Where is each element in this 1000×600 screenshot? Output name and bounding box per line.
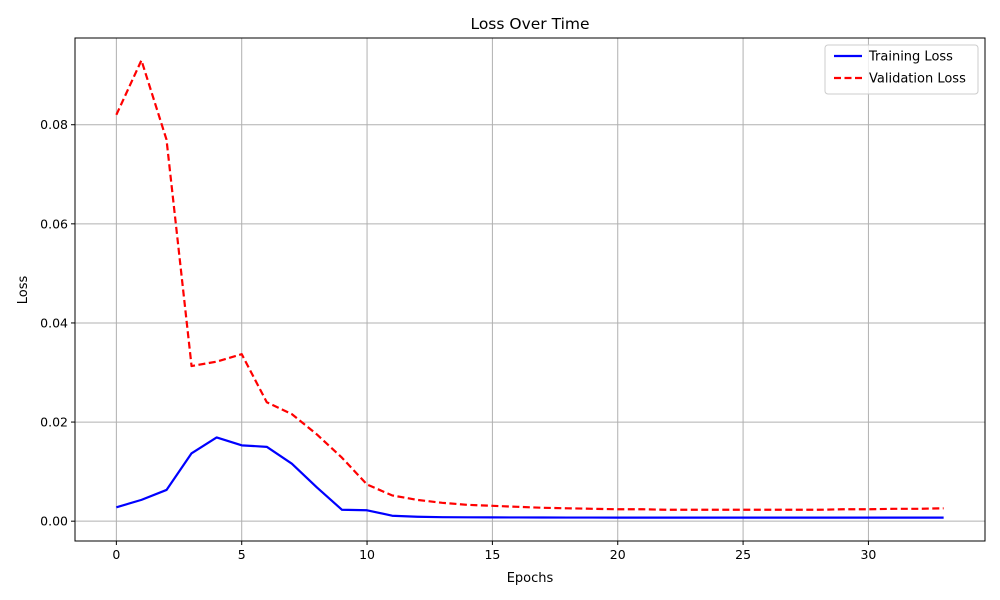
legend-box [824,44,979,95]
x-tick-label: 10 [359,547,375,562]
legend-label-training: Training Loss [868,50,953,65]
validation-loss-line [115,59,944,511]
grid [75,38,985,541]
legend: Training Loss Validation Loss [824,44,979,95]
series-lines [115,59,944,519]
y-tick-label: 0.00 [40,514,68,529]
y-tick-label: 0.02 [40,415,68,430]
x-tick-label: 25 [735,547,751,562]
y-tick-label: 0.08 [40,117,68,132]
y-tick-label: 0.06 [40,216,68,231]
x-tick-label: 0 [112,547,120,562]
x-tick-label: 20 [610,547,626,562]
y-tick-label: 0.04 [40,315,68,330]
x-axis-ticks: 0 5 10 15 20 25 30 [112,541,876,562]
plot-frame [74,37,986,542]
x-tick-label: 15 [484,547,500,562]
legend-label-validation: Validation Loss [869,72,966,87]
y-axis-title: Loss [16,276,31,305]
x-axis-title: Epochs [507,571,554,586]
x-tick-label: 5 [238,547,246,562]
y-axis-ticks: 0.00 0.02 0.04 0.06 0.08 [40,117,75,529]
training-loss-line [116,436,944,519]
chart-title: Loss Over Time [470,15,589,33]
x-tick-label: 30 [860,547,876,562]
